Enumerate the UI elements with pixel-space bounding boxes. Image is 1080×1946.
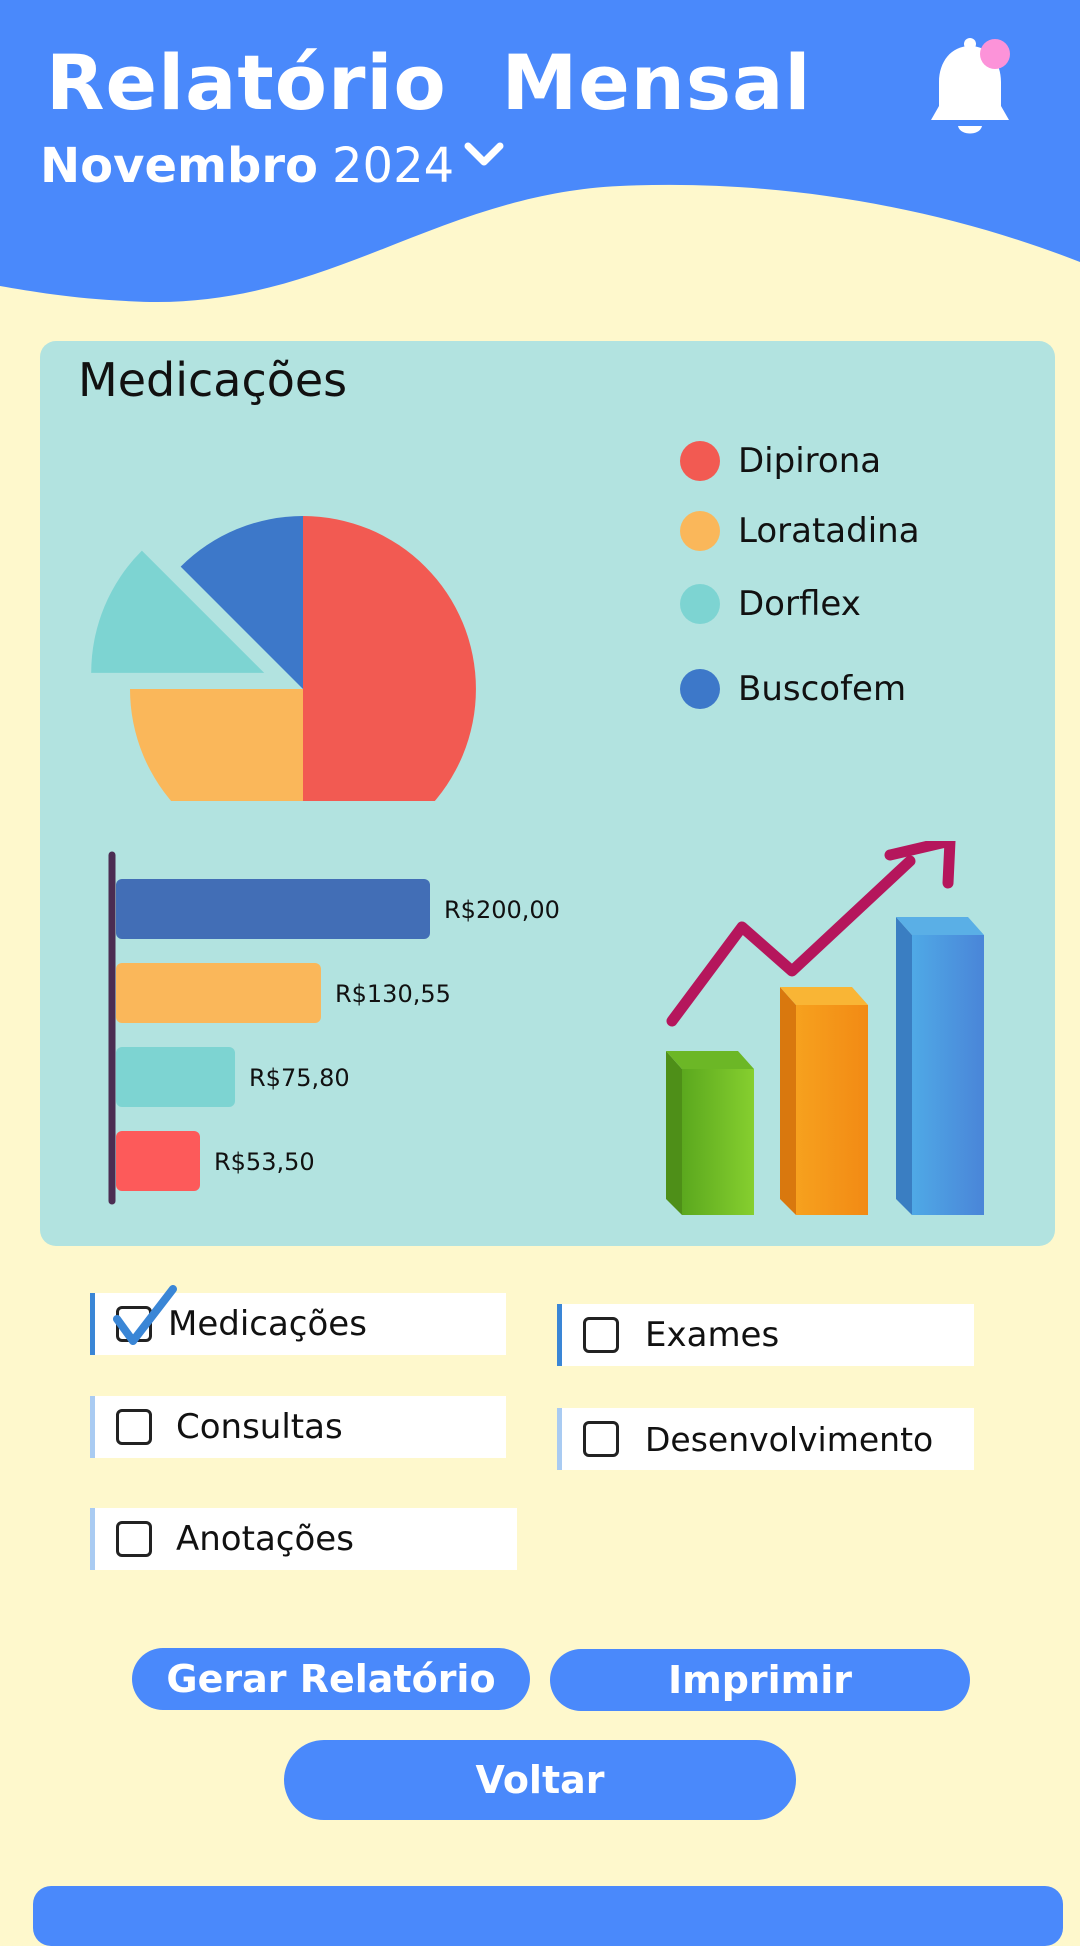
bar-value-label: R$53,50	[214, 1148, 315, 1176]
bar-value-label: R$200,00	[444, 896, 560, 924]
option-stripe	[90, 1508, 95, 1570]
legend-label: Buscofem	[738, 669, 907, 709]
pie-slice-dipirona	[303, 516, 476, 801]
header-background	[0, 0, 1080, 303]
medications-card: Medicações Dipirona Loratadina Dorflex Busc…	[40, 341, 1055, 1246]
option-anotacoes[interactable]: Anotações	[90, 1508, 517, 1570]
bar-value-label: R$75,80	[249, 1064, 350, 1092]
legend-item-dorflex: Dorflex	[680, 584, 861, 624]
option-label: Exames	[645, 1315, 780, 1355]
bar-value-label: R$130,55	[335, 980, 451, 1008]
legend-item-buscofem: Buscofem	[680, 669, 906, 709]
legend-color-dot	[680, 441, 720, 481]
option-consultas[interactable]: Consultas	[90, 1396, 506, 1458]
checkbox[interactable]	[113, 1285, 177, 1345]
back-button[interactable]: Voltar	[284, 1740, 796, 1820]
option-stripe	[557, 1408, 562, 1470]
checkbox[interactable]	[583, 1317, 619, 1353]
chevron-down-icon[interactable]	[462, 140, 506, 170]
medications-pie-chart	[91, 516, 476, 801]
growth-chart-icon	[666, 841, 984, 1215]
page-title: Relatório Mensal	[46, 38, 812, 127]
legend-item-loratadina: Loratadina	[680, 511, 920, 551]
option-exames[interactable]: Exames	[557, 1304, 974, 1366]
pie-slice-buscofem	[180, 516, 303, 689]
legend-label: Dipirona	[738, 441, 882, 481]
bell-icon[interactable]	[925, 36, 1015, 140]
print-button[interactable]: Imprimir	[550, 1649, 970, 1711]
costs-bar-chart: R$200,00 R$130,55 R$75,80 R$53,50	[108, 851, 560, 1205]
pie-slice-dorflex	[91, 550, 265, 673]
option-label: Anotações	[176, 1519, 354, 1559]
legend-label: Loratadina	[738, 511, 920, 551]
legend-color-dot	[680, 669, 720, 709]
option-desenvolvimento[interactable]: Desenvolvimento	[557, 1408, 974, 1470]
checkbox[interactable]	[116, 1409, 152, 1445]
card-title: Medicações	[78, 353, 348, 407]
legend-color-dot	[680, 511, 720, 551]
checkmark-icon	[113, 1285, 177, 1345]
generate-report-button[interactable]: Gerar Relatório	[132, 1648, 530, 1710]
month-selector[interactable]: Novembro 2024	[40, 138, 506, 194]
checkbox[interactable]	[116, 1521, 152, 1557]
option-label: Consultas	[176, 1407, 343, 1447]
bar-0	[116, 879, 430, 939]
bottom-navigation-bar	[33, 1886, 1063, 1946]
bar-3	[116, 1131, 200, 1191]
legend-color-dot	[680, 584, 720, 624]
checkbox[interactable]	[583, 1421, 619, 1457]
option-stripe	[90, 1396, 95, 1458]
year-label: 2024	[332, 138, 455, 194]
option-stripe	[90, 1293, 95, 1355]
legend-item-dipirona: Dipirona	[680, 441, 881, 481]
month-label: Novembro	[40, 138, 319, 194]
option-medicacoes[interactable]: Medicações	[90, 1285, 506, 1355]
bar-1	[116, 963, 321, 1023]
option-stripe	[557, 1304, 562, 1366]
bar-2	[116, 1047, 236, 1107]
notification-dot	[980, 39, 1010, 69]
legend-label: Dorflex	[738, 584, 861, 624]
option-label: Medicações	[168, 1304, 367, 1344]
pie-slice-loratadina	[130, 689, 303, 801]
option-label: Desenvolvimento	[645, 1419, 934, 1459]
